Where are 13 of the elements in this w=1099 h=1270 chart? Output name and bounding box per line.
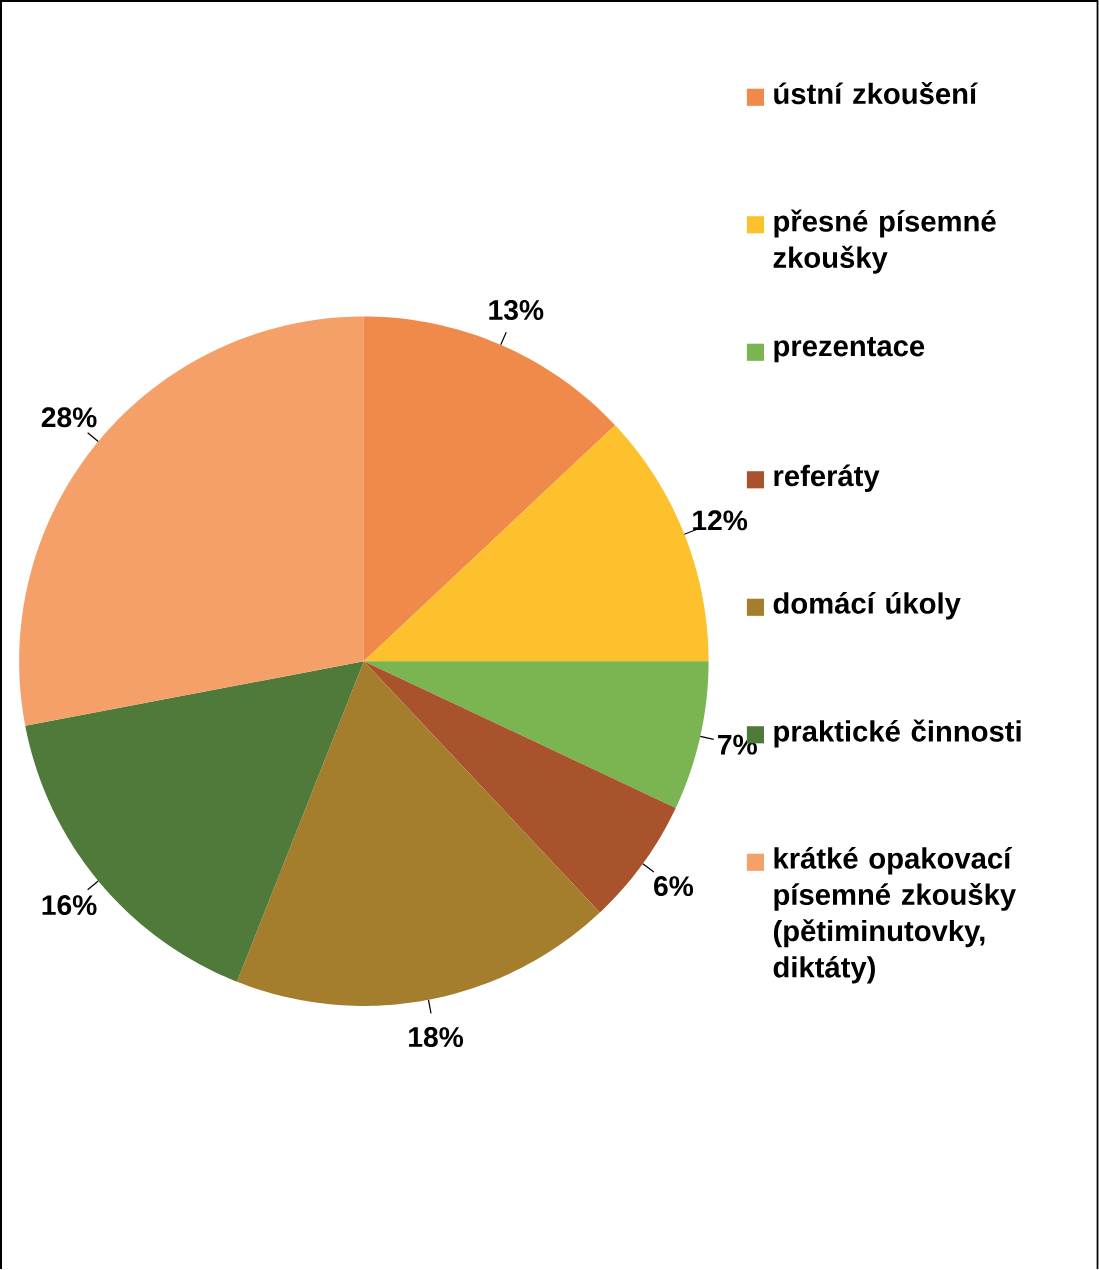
data-label: 6% [654,876,694,897]
data-label: 28% [41,407,97,428]
legend-label: ústní zkoušení [774,82,979,105]
legend-label: krátké opakovací písemné zkoušky (pětiminutovky, diktáty) [773,847,1017,984]
legend-label: prezentace [774,337,925,363]
data-label: 13% [489,300,544,321]
legend-label: přesné písemné zkoušky [773,209,996,274]
legend-label: domácí úkoly [773,592,961,620]
legend-label: praktické činnosti [774,719,1021,748]
data-label: 18% [409,1027,464,1048]
data-label: 16% [42,895,97,916]
legend-label: referáty [774,464,880,493]
data-label: 12% [693,510,748,531]
